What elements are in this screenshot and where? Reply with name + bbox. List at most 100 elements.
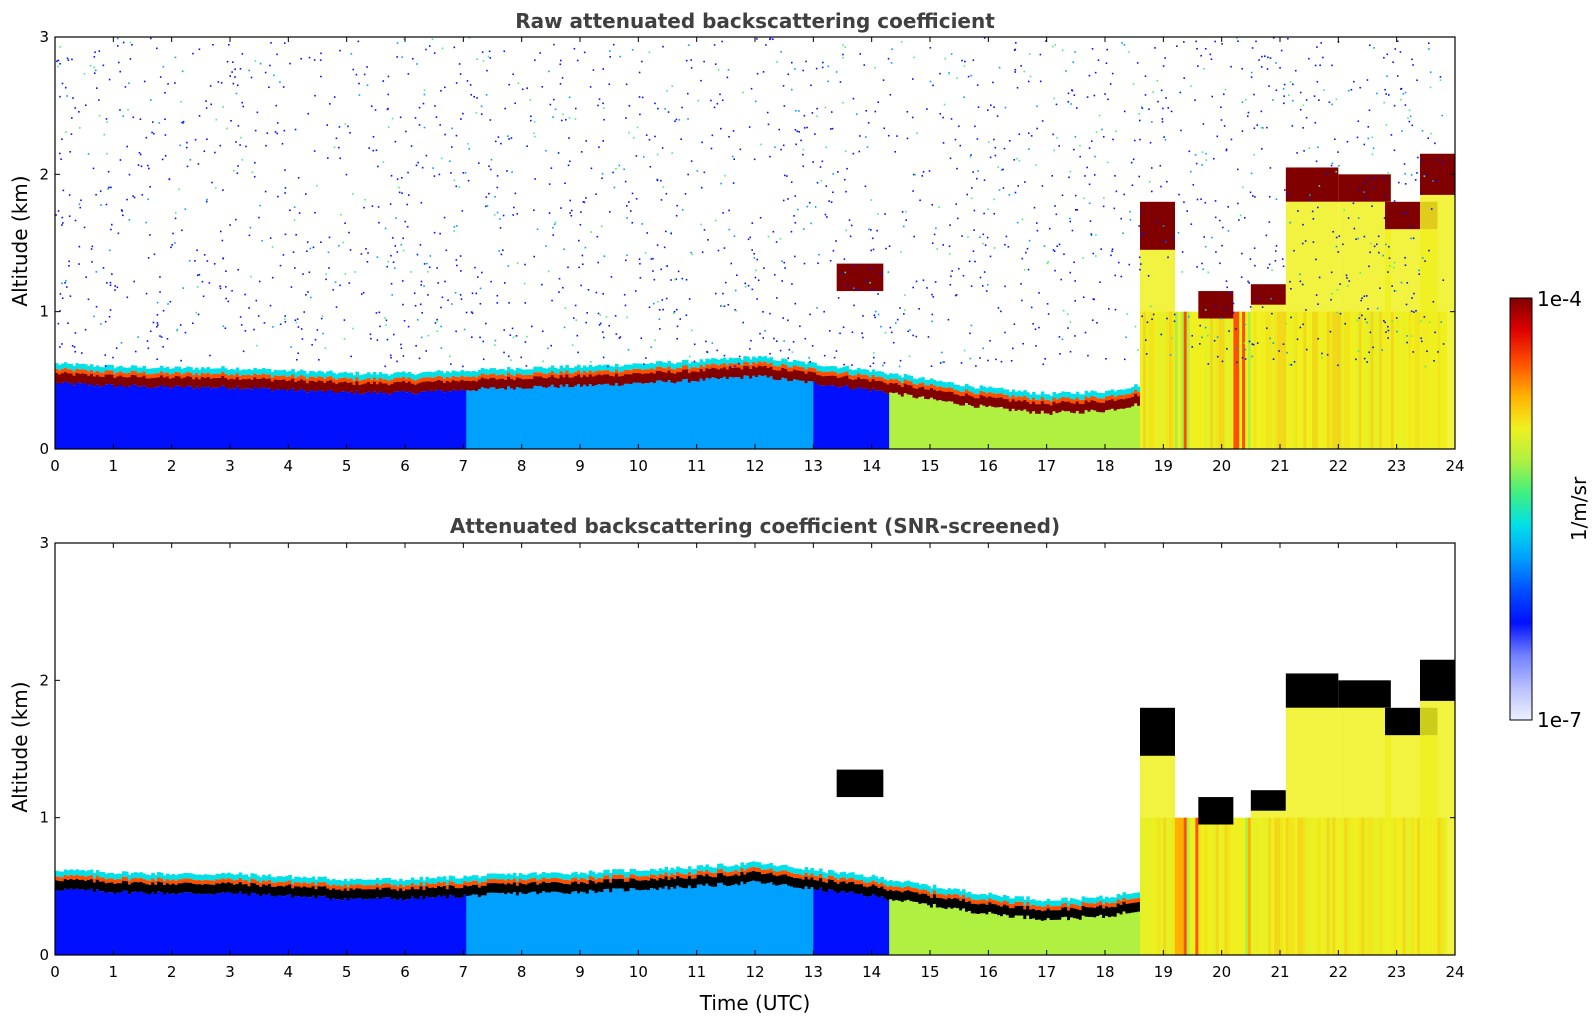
layer-edge xyxy=(381,878,386,884)
noise-speck xyxy=(533,120,536,123)
layer-core xyxy=(536,884,540,895)
noise-speck xyxy=(1385,243,1387,246)
noise-speck xyxy=(972,59,975,61)
layer-edge xyxy=(288,874,292,881)
noise-speck xyxy=(150,37,152,40)
layer-core xyxy=(1131,396,1135,407)
layer-edge xyxy=(98,367,103,373)
noise-speck xyxy=(673,310,676,313)
layer-edge xyxy=(492,873,497,879)
layer-edge xyxy=(501,374,505,379)
aerosol-column xyxy=(55,890,59,955)
layer-core xyxy=(407,381,412,392)
noise-speck xyxy=(392,333,395,336)
layer-core xyxy=(699,874,704,885)
noise-speck xyxy=(167,83,169,85)
noise-speck xyxy=(1321,352,1323,355)
noise-speck xyxy=(870,199,873,201)
aerosol-column xyxy=(655,380,660,449)
noise-speck xyxy=(1389,265,1391,267)
aerosol-column xyxy=(335,899,339,955)
layer-edge xyxy=(157,872,161,878)
noise-speck xyxy=(1272,37,1275,39)
noise-speck xyxy=(1058,243,1061,246)
layer-edge xyxy=(302,370,307,377)
noise-speck xyxy=(1372,147,1375,150)
noise-speck xyxy=(81,352,83,354)
layer-edge xyxy=(667,366,672,371)
noise-speck xyxy=(203,254,206,256)
layer-core xyxy=(722,875,727,886)
layer-core xyxy=(186,376,190,386)
noise-speck xyxy=(93,66,95,69)
layer-edge xyxy=(772,360,777,366)
layer-core xyxy=(434,888,438,898)
noise-speck xyxy=(670,232,672,235)
aerosol-column xyxy=(437,389,441,449)
layer-edge xyxy=(670,368,674,373)
aerosol-column xyxy=(492,387,497,449)
aerosol-column xyxy=(1180,311,1185,449)
layer-edge xyxy=(154,373,158,378)
noise-speck xyxy=(563,248,566,251)
noise-speck xyxy=(440,325,442,328)
layer-edge xyxy=(533,872,537,878)
noise-speck xyxy=(197,163,200,165)
layer-edge xyxy=(235,879,240,884)
noise-speck xyxy=(61,216,64,219)
noise-speck xyxy=(569,212,572,214)
layer-edge xyxy=(550,365,555,372)
aerosol-column xyxy=(787,380,791,449)
layer-edge xyxy=(66,875,71,880)
aerosol-column xyxy=(1055,413,1059,449)
layer-edge xyxy=(664,872,669,877)
noise-speck xyxy=(318,358,320,361)
noise-speck xyxy=(1204,201,1207,204)
noise-speck xyxy=(1328,101,1331,104)
layer-core xyxy=(460,379,464,390)
noise-speck xyxy=(219,287,222,290)
layer-edge xyxy=(402,371,406,377)
noise-speck xyxy=(903,313,905,315)
noise-speck xyxy=(350,355,353,358)
noise-speck xyxy=(174,242,176,244)
noise-speck xyxy=(198,48,201,51)
layer-edge xyxy=(539,879,543,884)
layer-edge xyxy=(448,378,453,383)
aerosol-column xyxy=(332,898,336,955)
layer-edge xyxy=(591,877,596,882)
noise-speck xyxy=(1108,308,1110,310)
noise-speck xyxy=(69,295,72,297)
aerosol-column xyxy=(594,385,599,449)
noise-speck xyxy=(862,336,864,339)
layer-core xyxy=(180,883,184,893)
layer-core xyxy=(845,375,849,386)
layer-edge xyxy=(728,866,733,872)
layer-core xyxy=(320,886,324,897)
aerosol-column xyxy=(822,385,826,449)
aerosol-column xyxy=(221,385,225,449)
noise-speck xyxy=(625,205,628,207)
noise-speck xyxy=(1202,268,1204,271)
layer-core xyxy=(276,379,281,390)
noise-speck xyxy=(1161,120,1164,123)
layer-edge xyxy=(827,869,832,876)
aerosol-column xyxy=(390,899,394,955)
noise-speck xyxy=(507,135,509,137)
noise-speck xyxy=(94,69,97,72)
layer-edge xyxy=(562,373,567,378)
layer-edge xyxy=(763,864,768,870)
layer-core xyxy=(98,376,103,387)
noise-speck xyxy=(1035,164,1037,166)
aerosol-column xyxy=(536,894,540,955)
noise-speck xyxy=(1235,328,1237,330)
layer-edge xyxy=(536,372,540,377)
noise-speck xyxy=(106,282,108,284)
noise-speck xyxy=(1025,251,1027,254)
layer-edge xyxy=(107,878,112,883)
noise-speck xyxy=(756,72,759,75)
noise-speck xyxy=(1115,130,1118,133)
layer-edge xyxy=(644,363,648,370)
noise-speck xyxy=(863,279,866,282)
noise-speck xyxy=(732,182,735,184)
